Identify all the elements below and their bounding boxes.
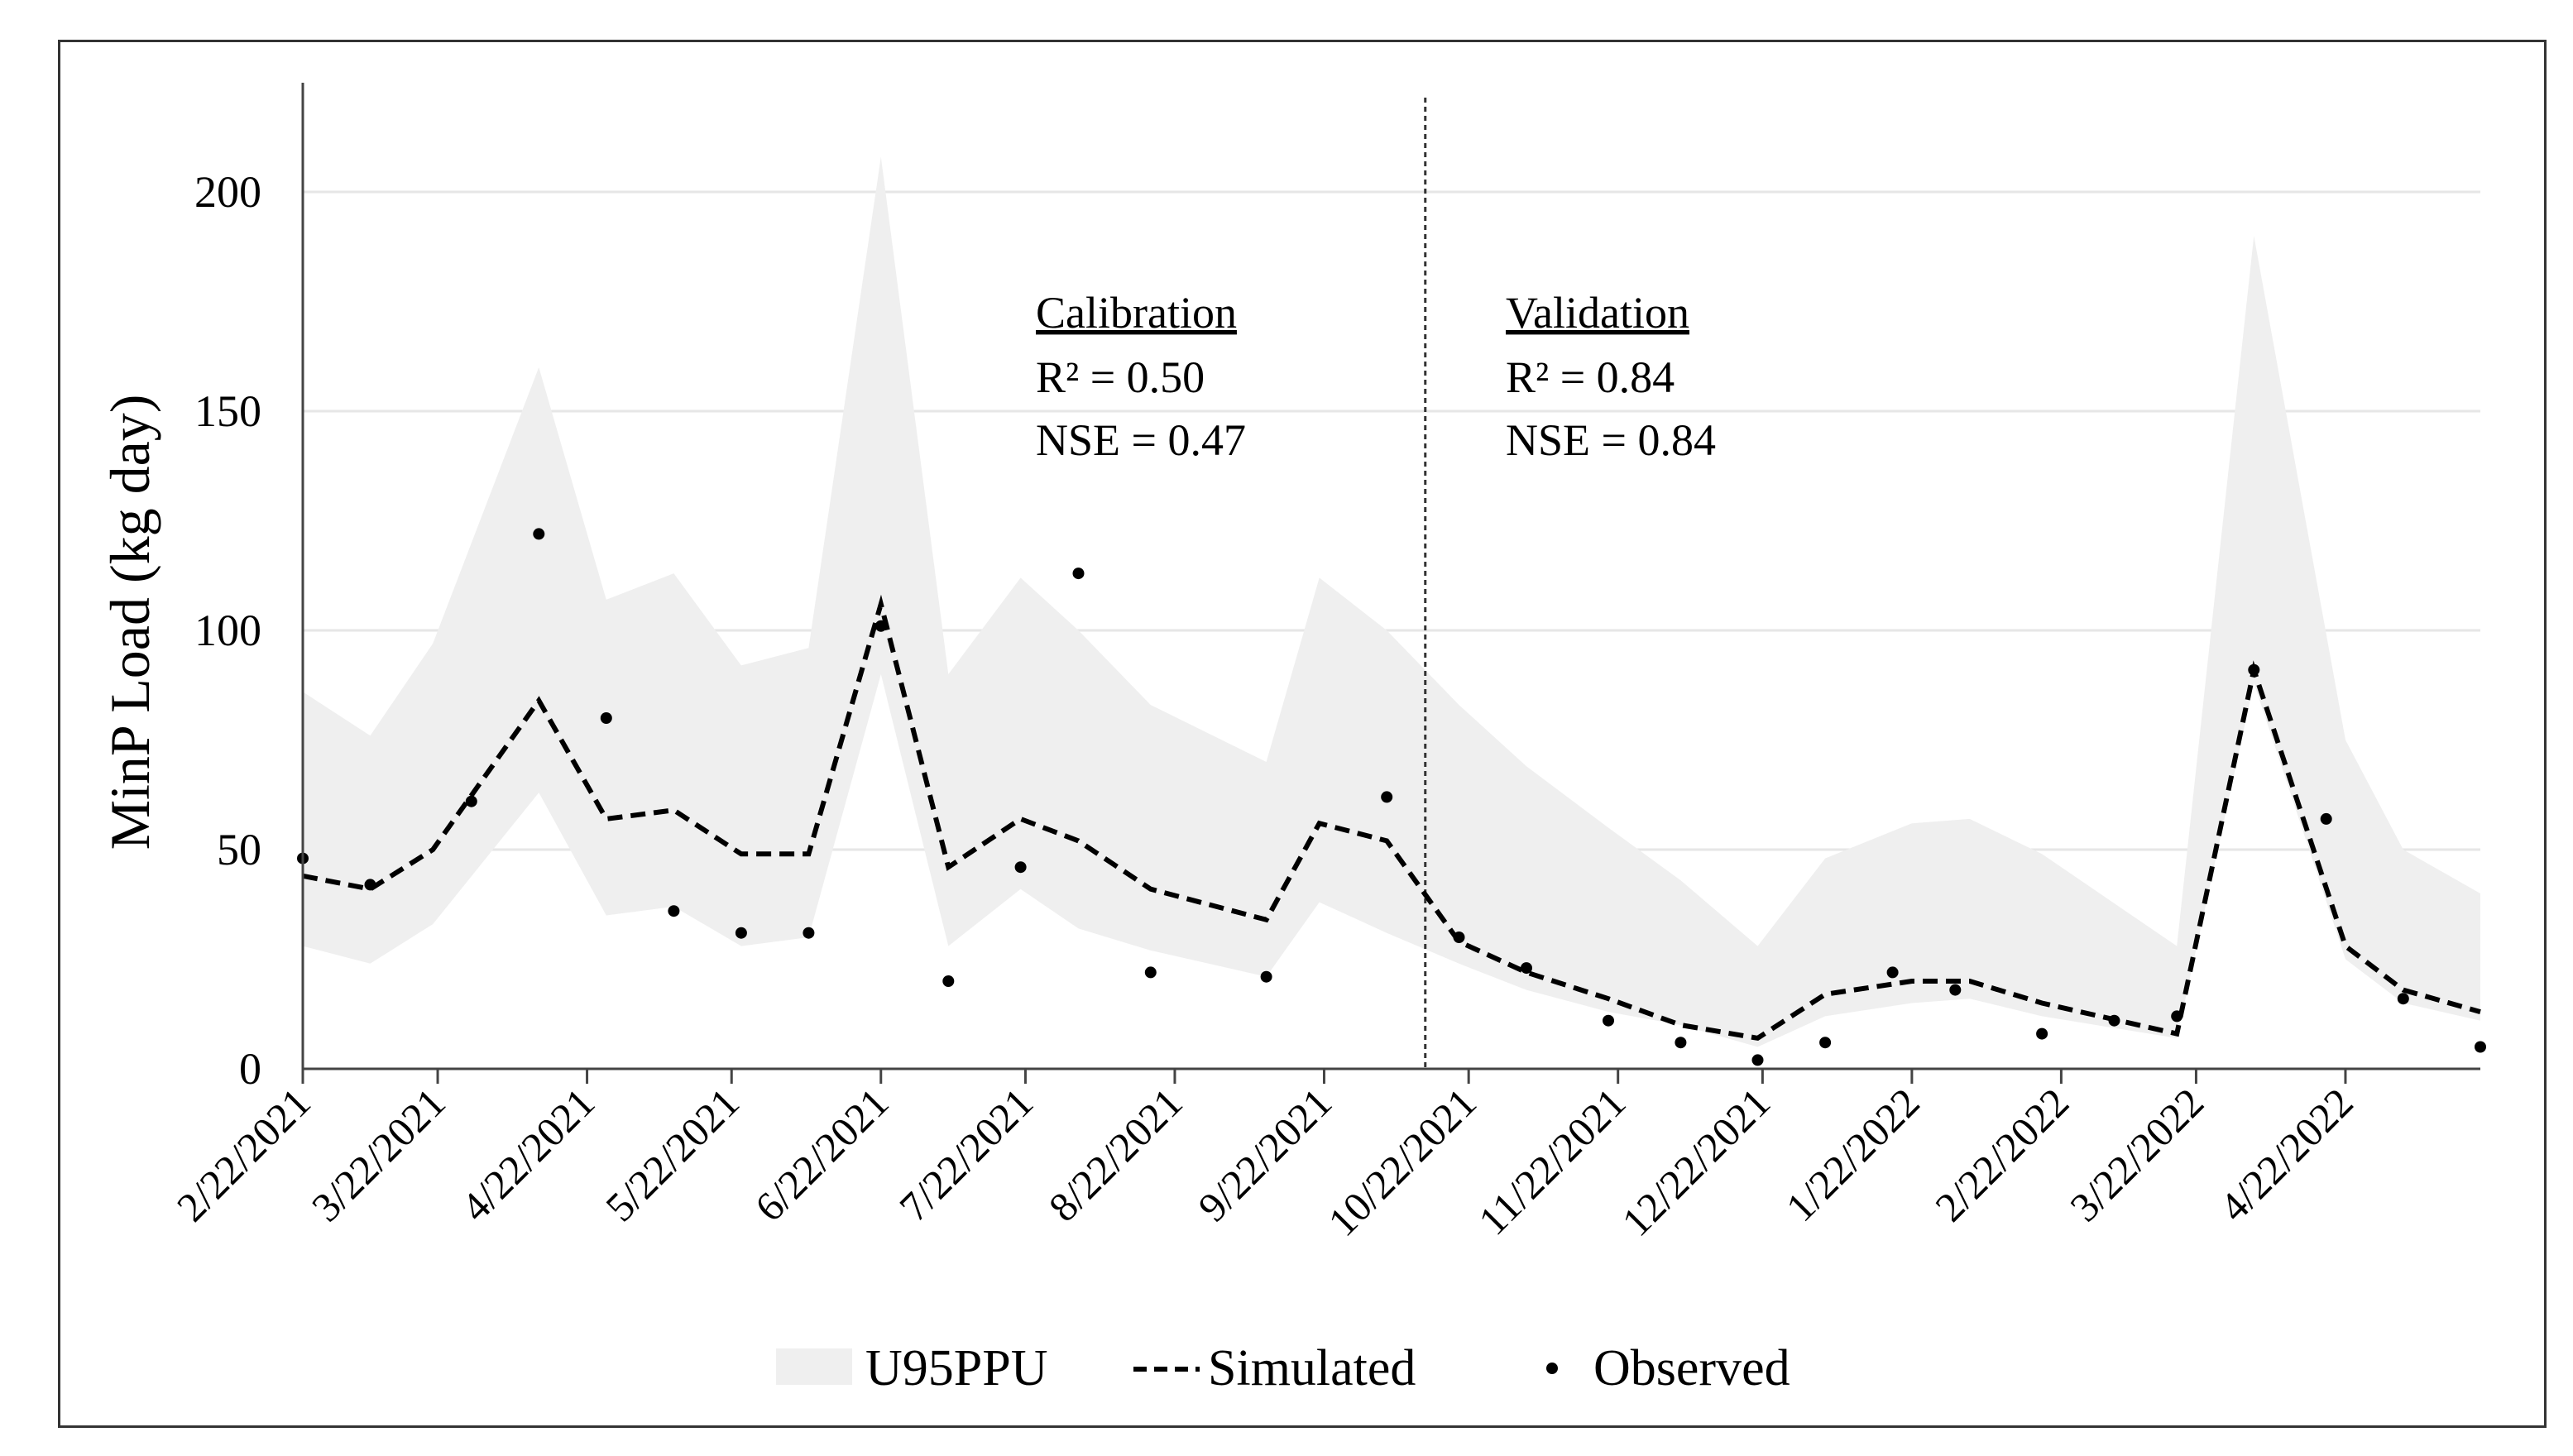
observed-point-19 <box>1751 1054 1764 1066</box>
observed-point-28 <box>2397 993 2409 1005</box>
observed-point-12 <box>1144 966 1157 979</box>
x-tick-label-0: 2/22/2021 <box>168 1079 319 1230</box>
observed-point-3 <box>533 528 545 540</box>
observed-point-25 <box>2171 1010 2183 1023</box>
validation-heading: Validation <box>1506 288 1689 338</box>
x-tick-label-3: 5/22/2021 <box>597 1079 748 1230</box>
x-tick-label-5: 7/22/2021 <box>890 1079 1042 1230</box>
observed-point-15 <box>1453 932 1465 943</box>
observed-point-16 <box>1521 962 1532 975</box>
legend-swatch-u95ppu <box>776 1348 852 1385</box>
x-tick-label-9: 11/22/2021 <box>1469 1079 1634 1243</box>
observed-point-6 <box>735 927 747 939</box>
validation-r2: R² = 0.84 <box>1506 352 1675 402</box>
observed-point-24 <box>2108 1014 2120 1027</box>
y-axis-label: MinP Load (kg day) <box>98 395 161 850</box>
y-tick-label-100: 100 <box>194 606 261 655</box>
y-tick-label-0: 0 <box>239 1044 261 1094</box>
observed-point-22 <box>1949 984 1962 996</box>
x-tick-label-1: 3/22/2021 <box>303 1079 454 1230</box>
x-tick-label-6: 8/22/2021 <box>1040 1079 1191 1230</box>
observed-point-23 <box>2036 1027 2048 1040</box>
observed-points <box>297 528 2486 1066</box>
observed-point-21 <box>1886 966 1899 979</box>
x-ticks: 2/22/20213/22/20214/22/20215/22/20216/22… <box>168 1069 2362 1245</box>
observed-point-26 <box>2248 663 2260 676</box>
observed-point-4 <box>600 712 612 724</box>
observed-point-7 <box>803 927 815 939</box>
y-tick-label-50: 50 <box>217 825 261 874</box>
calibration-r2: R² = 0.50 <box>1036 352 1205 402</box>
observed-point-5 <box>668 905 680 917</box>
legend-label-observed: Observed <box>1593 1340 1790 1396</box>
observed-point-18 <box>1675 1037 1687 1049</box>
x-tick-label-2: 4/22/2021 <box>452 1079 603 1230</box>
observed-point-20 <box>1819 1037 1832 1049</box>
x-tick-label-10: 12/22/2021 <box>1612 1079 1779 1245</box>
y-ticks: 0 50 100 150 200 <box>194 167 261 1094</box>
x-tick-label-4: 6/22/2021 <box>746 1079 898 1230</box>
observed-point-9 <box>942 975 955 987</box>
calibration-nse: NSE = 0.47 <box>1036 415 1246 465</box>
observed-point-17 <box>1603 1014 1614 1027</box>
simulated-line <box>302 594 2481 1042</box>
observed-point-1 <box>364 879 376 891</box>
u95ppu-band <box>303 156 2480 1047</box>
validation-annotation: Validation R² = 0.84 NSE = 0.84 <box>1506 288 1716 465</box>
observed-point-8 <box>874 620 887 632</box>
calibration-annotation: Calibration R² = 0.50 NSE = 0.47 <box>1036 288 1246 465</box>
observed-point-27 <box>2320 812 2332 825</box>
observed-point-14 <box>1381 791 1393 803</box>
x-tick-label-12: 2/22/2022 <box>1926 1079 2077 1230</box>
observed-point-11 <box>1072 568 1085 580</box>
legend-swatch-observed <box>1546 1363 1558 1374</box>
observed-point-29 <box>2475 1041 2486 1053</box>
calibration-heading: Calibration <box>1036 288 1237 338</box>
x-tick-label-7: 9/22/2021 <box>1189 1079 1340 1230</box>
observed-point-13 <box>1260 970 1272 983</box>
observed-point-2 <box>465 795 477 807</box>
y-tick-label-150: 150 <box>194 386 261 436</box>
legend: U95PPU Simulated Observed <box>776 1340 1790 1396</box>
x-tick-label-11: 1/22/2022 <box>1777 1079 1929 1230</box>
x-tick-label-14: 4/22/2022 <box>2211 1079 2362 1230</box>
y-tick-label-200: 200 <box>194 167 261 217</box>
x-tick-label-8: 10/22/2021 <box>1319 1079 1485 1245</box>
legend-label-simulated: Simulated <box>1208 1340 1416 1396</box>
validation-nse: NSE = 0.84 <box>1506 415 1716 465</box>
legend-label-u95ppu: U95PPU <box>865 1340 1048 1396</box>
x-tick-label-13: 3/22/2022 <box>2061 1079 2212 1230</box>
observed-point-10 <box>1014 861 1027 874</box>
